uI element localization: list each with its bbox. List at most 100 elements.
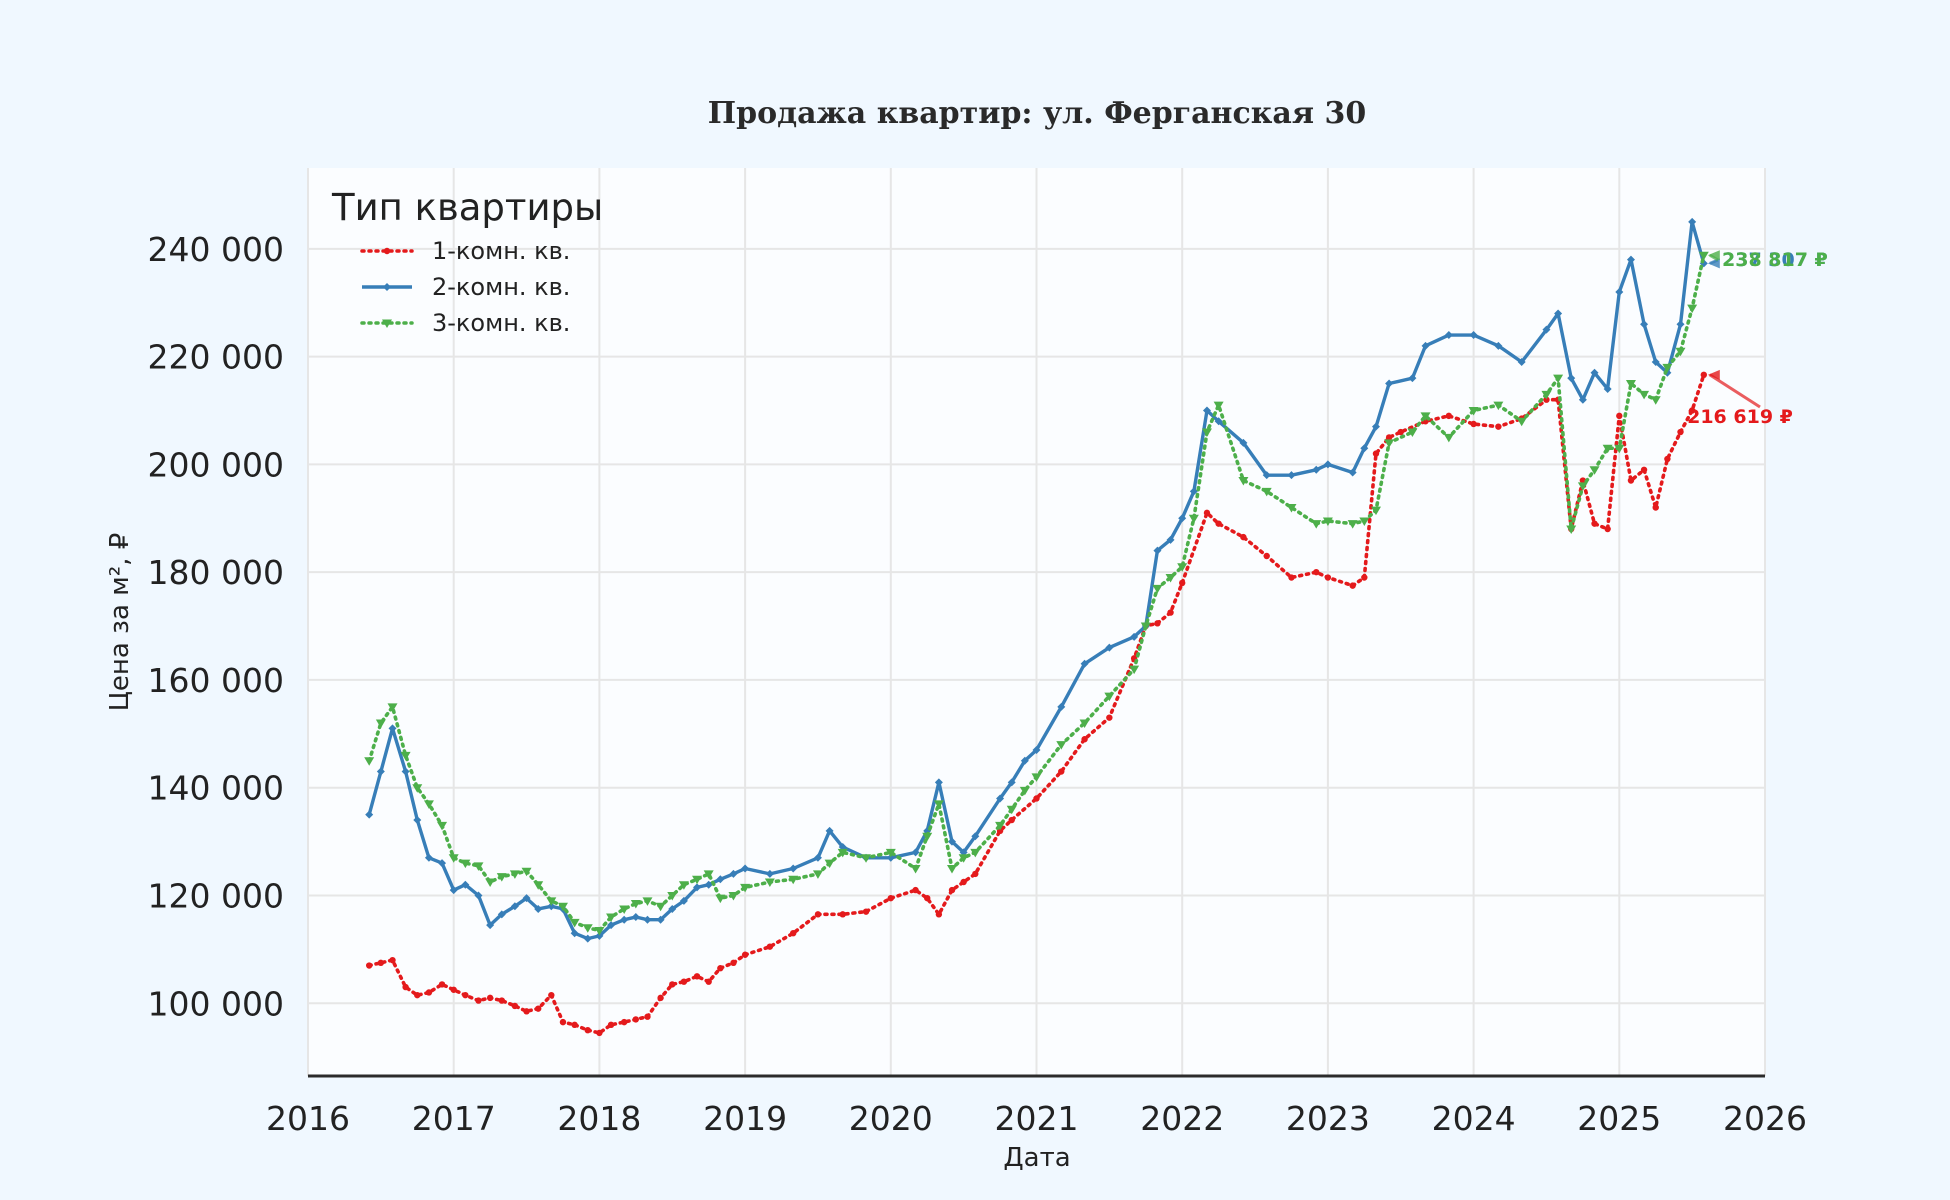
data-point [583,934,592,943]
data-point [423,800,434,809]
y-tick-label: 160 000 [148,661,284,700]
data-point [438,859,447,868]
legend-label: 1-комн. кв. [432,237,570,265]
data-point [922,832,933,842]
annotation-arrow [1708,373,1761,409]
data-point [1288,574,1295,581]
end-value-label: 216 619 ₽ [1687,406,1793,428]
legend-item: 2-комн. кв. [362,273,570,301]
data-point [728,891,739,901]
data-point [764,878,775,888]
data-point [1541,390,1552,400]
data-point [970,848,981,858]
legend-item: 3-комн. кв. [360,309,570,337]
data-point [1263,552,1270,560]
data-point [1105,643,1114,652]
data-point [1687,304,1698,314]
data-point [1567,374,1576,383]
data-point [631,913,640,922]
data-point [1640,320,1649,329]
data-point [509,870,520,879]
data-point [1261,487,1272,497]
data-point [375,719,386,729]
series-3 [364,251,1709,936]
x-tick-label: 2021 [995,1099,1079,1138]
data-point [971,832,980,841]
data-point [668,904,677,913]
data-point [741,951,749,958]
data-point [933,800,944,809]
data-point [948,886,956,894]
data-point [620,1018,628,1026]
data-point [911,848,920,857]
data-point [1385,379,1394,388]
data-point [1371,422,1380,431]
data-point [461,880,470,889]
data-point [656,915,665,924]
data-point [1407,428,1418,438]
legend-marker [383,283,391,291]
data-point [594,927,605,936]
data-point [788,875,799,885]
data-point [486,994,494,1002]
data-point [365,810,374,819]
data-point [632,1016,640,1023]
end-labels: 216 619 ₽ 237 307 ₽238 817 ₽ [1687,249,1828,428]
data-point [498,997,505,1004]
data-point [824,859,835,869]
data-point [1543,396,1550,403]
data-point [523,1008,530,1015]
data-point [789,929,797,937]
data-point [1516,417,1527,427]
data-point [1058,768,1065,775]
data-point [912,886,919,894]
data-point [1640,466,1648,473]
data-point [584,1026,591,1034]
data-point [1517,357,1526,366]
data-point [1031,773,1042,782]
data-point [1178,514,1187,523]
data-point [437,821,448,831]
data-point [1664,455,1671,463]
data-point [533,881,544,890]
data-point [1494,341,1503,350]
x-tick-label: 2019 [703,1099,787,1138]
data-point [1604,525,1611,533]
data-point [1215,520,1222,527]
data-point [1698,251,1709,261]
data-point [862,908,870,915]
data-point [1008,816,1015,824]
data-point [704,880,713,889]
x-tick-label: 2022 [1140,1099,1224,1138]
data-point [1313,568,1320,576]
data-point [642,897,653,906]
data-point [1019,786,1030,796]
data-point [1213,401,1224,411]
y-tick-label: 120 000 [148,876,284,915]
data-point [1360,444,1369,453]
data-point [1444,331,1453,340]
data-point [1650,396,1661,405]
data-point [947,837,956,846]
data-point [693,883,702,892]
data-point [1566,525,1577,535]
data-point [692,875,703,885]
data-point [1239,438,1248,447]
data-point [570,929,579,938]
data-point [1312,465,1321,474]
data-point [450,986,457,993]
data-point [1602,444,1613,454]
data-point [1627,477,1635,484]
data-point [1614,444,1625,454]
data-point [1167,609,1174,616]
data-point [620,915,629,924]
annotation-arrowhead [1707,250,1720,261]
data-point [486,921,495,930]
data-point [1020,756,1029,765]
data-point [705,978,712,985]
data-point [972,870,979,878]
data-point [1372,450,1380,457]
x-tick-labels: 2016 2017 2018 2019 2020 2021 2022 2023 2024 2025… [266,1099,1807,1138]
annotation-arrowhead [1707,369,1720,380]
data-point [1493,401,1504,411]
